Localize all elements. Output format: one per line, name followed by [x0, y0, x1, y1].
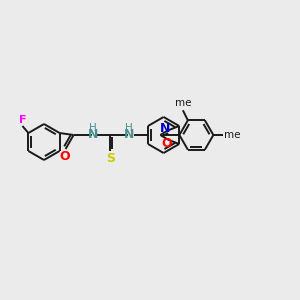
- Text: me: me: [175, 98, 191, 108]
- Text: S: S: [106, 152, 115, 164]
- Text: H: H: [89, 123, 97, 133]
- Text: O: O: [59, 149, 70, 163]
- Text: N: N: [160, 122, 170, 135]
- Text: O: O: [161, 137, 172, 150]
- Text: N: N: [123, 128, 134, 142]
- Text: H: H: [125, 123, 133, 133]
- Text: N: N: [87, 128, 98, 142]
- Text: me: me: [224, 130, 241, 140]
- Text: F: F: [19, 115, 26, 125]
